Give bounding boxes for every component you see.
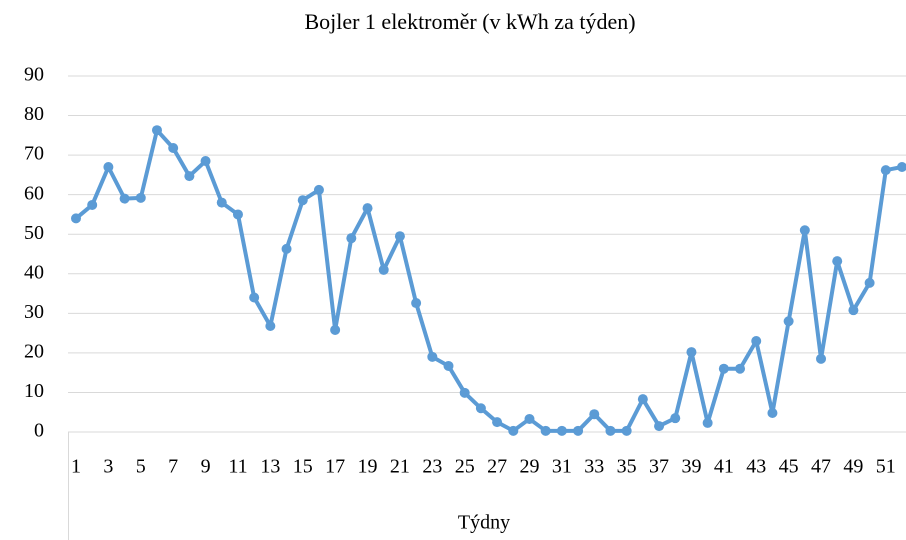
y-tick-label: 10 (24, 380, 44, 402)
data-point (605, 425, 616, 436)
data-point (297, 195, 308, 206)
y-tick-label: 30 (24, 301, 44, 323)
data-point (508, 425, 519, 436)
data-point (330, 324, 341, 335)
x-tick-label: 45 (779, 456, 799, 478)
data-point (475, 403, 486, 414)
data-point (864, 277, 875, 288)
x-tick-label: 9 (201, 456, 211, 478)
data-point (443, 360, 454, 371)
y-tick-label: 70 (24, 143, 44, 165)
x-tick-label: 3 (103, 456, 113, 478)
data-point (184, 171, 195, 182)
x-tick-label: 47 (811, 456, 831, 478)
data-point (281, 243, 292, 254)
data-point (556, 425, 567, 436)
x-tick-label: 11 (228, 456, 247, 478)
y-tick-label: 0 (34, 420, 44, 442)
data-point (816, 353, 827, 364)
x-tick-label: 19 (358, 456, 378, 478)
x-tick-label: 27 (487, 456, 507, 478)
data-point (265, 320, 276, 331)
x-tick-label: 33 (584, 456, 604, 478)
data-point (232, 209, 243, 220)
x-tick-label: 41 (714, 456, 734, 478)
x-tick-label: 51 (876, 456, 896, 478)
data-point (103, 161, 114, 172)
x-tick-label: 5 (136, 456, 146, 478)
x-tick-label: 37 (649, 456, 669, 478)
y-tick-label: 60 (24, 182, 44, 204)
data-point (216, 197, 227, 208)
data-point (686, 347, 697, 358)
x-tick-label: 49 (843, 456, 863, 478)
x-tick-label: 25 (455, 456, 475, 478)
y-tick-label: 20 (24, 340, 44, 362)
data-point (621, 425, 632, 436)
data-point (119, 193, 130, 204)
data-point (897, 161, 906, 172)
data-point (702, 417, 713, 428)
data-point (735, 363, 746, 374)
x-tick-label: 23 (422, 456, 442, 478)
x-tick-label: 21 (390, 456, 410, 478)
data-point (751, 336, 762, 347)
y-tick-label: 50 (24, 222, 44, 244)
data-point (637, 394, 648, 405)
data-point (573, 425, 584, 436)
data-point (378, 264, 389, 275)
data-point (168, 142, 179, 153)
data-point (524, 413, 535, 424)
x-tick-label: 35 (617, 456, 637, 478)
x-tick-label: 17 (325, 456, 345, 478)
data-point (492, 417, 503, 428)
y-tick-label: 40 (24, 261, 44, 283)
data-point (411, 298, 422, 309)
data-point (87, 199, 98, 210)
data-point (767, 408, 778, 419)
x-tick-label: 31 (552, 456, 572, 478)
data-point (151, 125, 162, 136)
y-tick-label: 90 (24, 64, 44, 86)
data-point (718, 363, 729, 374)
data-point (313, 184, 324, 195)
x-tick-label: 29 (519, 456, 539, 478)
data-point (427, 351, 438, 362)
data-point (135, 192, 146, 203)
data-point (200, 156, 211, 167)
data-point (832, 256, 843, 267)
x-tick-label: 15 (293, 456, 313, 478)
data-point (540, 425, 551, 436)
chart-title: Bojler 1 elektroměr (v kWh za týden) (304, 9, 635, 34)
data-point (71, 213, 81, 224)
y-tick-label: 80 (24, 103, 44, 125)
data-point (670, 413, 681, 424)
data-point (799, 225, 810, 236)
x-axis-label: Týdny (458, 512, 510, 534)
x-tick-label: 7 (168, 456, 178, 478)
data-line (74, 128, 903, 433)
data-point (346, 233, 357, 244)
data-point (783, 316, 794, 327)
data-point (459, 387, 470, 398)
data-point (589, 409, 600, 420)
data-point (654, 421, 665, 432)
data-point (880, 165, 891, 176)
x-tick-label: 39 (681, 456, 701, 478)
x-tick-label: 13 (260, 456, 280, 478)
data-point (848, 305, 859, 316)
data-point (249, 292, 260, 303)
x-tick-label: 1 (71, 456, 81, 478)
data-point (362, 203, 373, 214)
x-tick-label: 43 (746, 456, 766, 478)
data-point (394, 231, 405, 242)
